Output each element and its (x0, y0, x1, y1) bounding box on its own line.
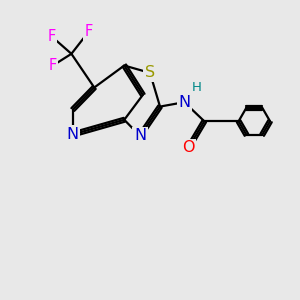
Text: N: N (178, 95, 190, 110)
Text: N: N (67, 127, 79, 142)
Text: S: S (145, 65, 155, 80)
Text: F: F (47, 29, 56, 44)
Text: H: H (192, 81, 202, 94)
Text: F: F (84, 24, 93, 39)
Text: O: O (182, 140, 195, 155)
Text: N: N (134, 128, 146, 143)
Text: F: F (49, 58, 57, 73)
